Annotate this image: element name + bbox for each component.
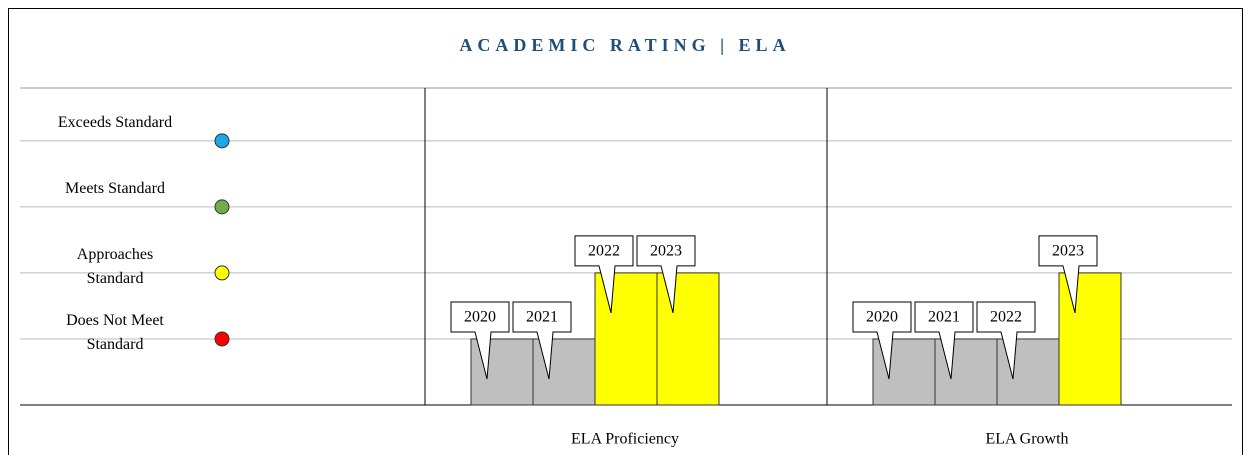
rating-dot — [214, 133, 230, 149]
callout-label: 2020 — [464, 309, 496, 326]
chart-title: ACADEMIC RATING | ELA — [459, 35, 790, 55]
bar — [594, 272, 658, 406]
callout — [1038, 235, 1098, 314]
rating-dot — [214, 265, 230, 281]
y-tick-label: Approaches Standard — [76, 245, 154, 287]
y-tick-label: Does Not Meet Standard — [66, 311, 164, 353]
callout — [574, 235, 634, 314]
rating-dot — [214, 331, 230, 347]
callout-label: 2020 — [866, 309, 898, 326]
callout — [450, 301, 510, 380]
bar — [470, 338, 534, 406]
callout-label: 2021 — [928, 309, 960, 326]
callout — [976, 301, 1036, 380]
callout — [636, 235, 696, 314]
callout-label: 2023 — [1052, 243, 1084, 260]
rating-dot — [214, 199, 230, 215]
panel-label: ELA Growth — [985, 431, 1068, 448]
y-tick-label: Exceeds Standard — [57, 113, 173, 131]
callout — [914, 301, 974, 380]
callout-label: 2022 — [990, 309, 1022, 326]
frame — [8, 8, 1243, 455]
panel-label: ELA Proficiency — [571, 431, 679, 448]
callout — [852, 301, 912, 380]
y-tick-label: Meets Standard — [65, 179, 165, 197]
bar — [1058, 272, 1122, 406]
callout — [512, 301, 572, 380]
callout-label: 2022 — [588, 243, 620, 260]
bar — [656, 272, 720, 406]
callout-label: 2023 — [650, 243, 682, 260]
callout-label: 2021 — [526, 309, 558, 326]
